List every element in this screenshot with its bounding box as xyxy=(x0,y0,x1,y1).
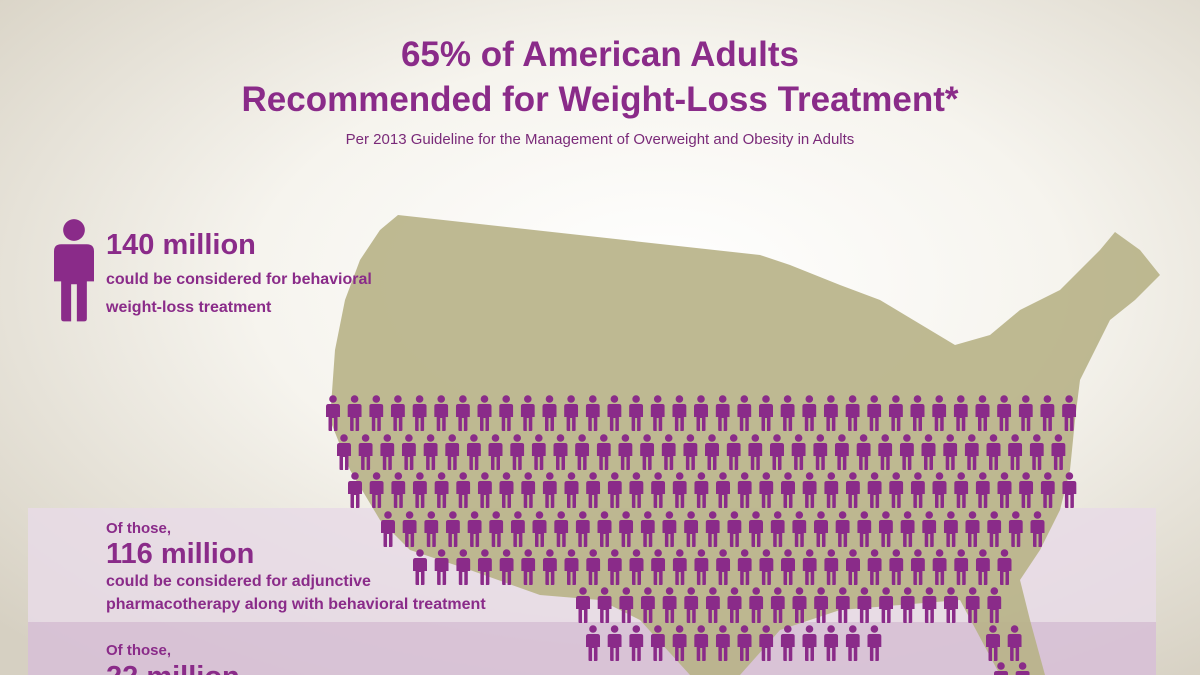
amount: 116 million xyxy=(106,538,254,570)
description: could be considered for behavioral xyxy=(106,271,372,288)
description: pharmacotherapy along with behavioral tr… xyxy=(106,596,486,613)
intro: Of those, xyxy=(106,520,171,537)
us-map xyxy=(330,215,1160,675)
description: weight-loss treatment xyxy=(105,299,272,316)
title-line: 65% of American Adults xyxy=(401,35,799,74)
amount: 140 million xyxy=(106,229,256,261)
description: could be considered for adjunctive xyxy=(106,573,371,590)
title-line: Recommended for Weight-Loss Treatment* xyxy=(242,80,959,119)
subtitle: Per 2013 Guideline for the Management of… xyxy=(346,131,855,148)
amount: 22 million xyxy=(106,661,240,675)
intro: Of those, xyxy=(106,642,171,659)
